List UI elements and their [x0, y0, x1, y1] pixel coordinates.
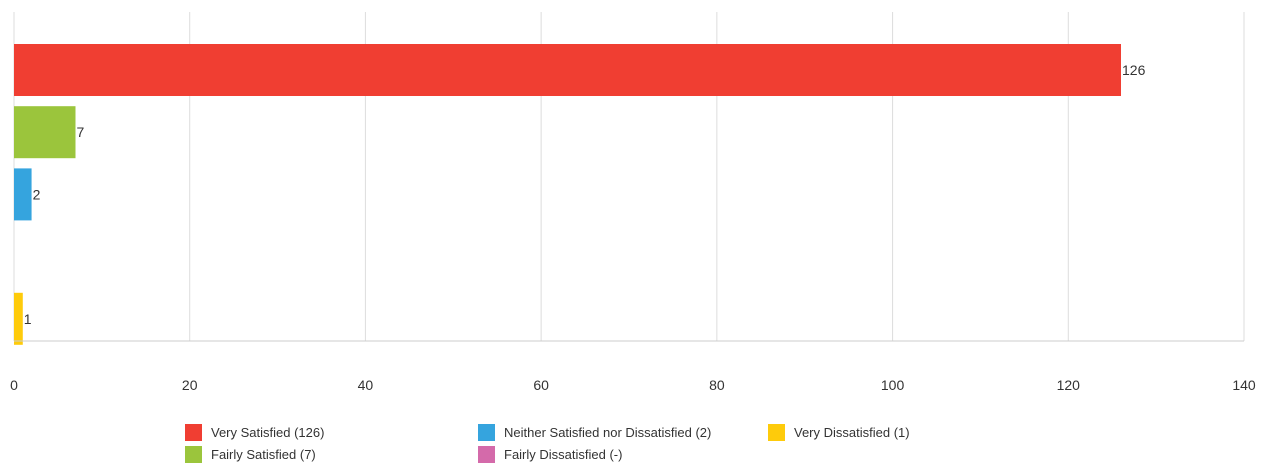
value-labels: 126 7 2 1 — [24, 62, 1146, 327]
legend-item-neither[interactable]: Neither Satisfied nor Dissatisfied (2) — [478, 424, 711, 441]
legend: Very Satisfied (126) Neither Satisfied n… — [185, 424, 1005, 464]
bars — [14, 44, 1121, 345]
x-tick-label: 20 — [182, 377, 198, 393]
bar-value-label: 1 — [24, 311, 32, 327]
x-axis-ticks: 0 20 40 60 80 100 120 140 — [10, 377, 1256, 393]
legend-item-fairly-dissatisfied[interactable]: Fairly Dissatisfied (-) — [478, 446, 622, 463]
x-tick-label: 0 — [10, 377, 18, 393]
legend-item-very-satisfied[interactable]: Very Satisfied (126) — [185, 424, 324, 441]
x-tick-label: 40 — [358, 377, 374, 393]
x-tick-label: 60 — [533, 377, 549, 393]
bar-chart: 126 7 2 1 0 20 40 60 80 100 120 140 — [10, 12, 1256, 393]
bar-value-label: 2 — [33, 186, 41, 202]
bar-very-dissatisfied[interactable] — [14, 292, 23, 345]
x-tick-label: 80 — [709, 377, 725, 393]
legend-swatch — [768, 424, 785, 441]
legend-item-fairly-satisfied[interactable]: Fairly Satisfied (7) — [185, 446, 316, 463]
legend-swatch — [185, 424, 202, 441]
legend-label: Very Satisfied (126) — [211, 425, 325, 440]
bar-very-satisfied[interactable] — [14, 44, 1121, 96]
bar-value-label: 7 — [77, 124, 85, 140]
bar-fairly-satisfied[interactable] — [14, 106, 76, 159]
x-tick-label: 120 — [1057, 377, 1081, 393]
legend-swatch — [185, 446, 202, 463]
legend-item-very-dissatisfied[interactable]: Very Dissatisfied (1) — [768, 424, 910, 441]
legend-label: Fairly Satisfied (7) — [211, 447, 316, 462]
legend-label: Neither Satisfied nor Dissatisfied (2) — [504, 425, 712, 440]
bar-value-label: 126 — [1122, 62, 1146, 78]
legend-label: Very Dissatisfied (1) — [794, 425, 910, 440]
legend-swatch — [478, 424, 495, 441]
legend-swatch — [478, 446, 495, 463]
legend-label: Fairly Dissatisfied (-) — [504, 447, 623, 462]
x-tick-label: 100 — [881, 377, 905, 393]
x-tick-label: 140 — [1232, 377, 1256, 393]
bar-neither-satisfied-nor-dissatisfied[interactable] — [14, 168, 32, 221]
